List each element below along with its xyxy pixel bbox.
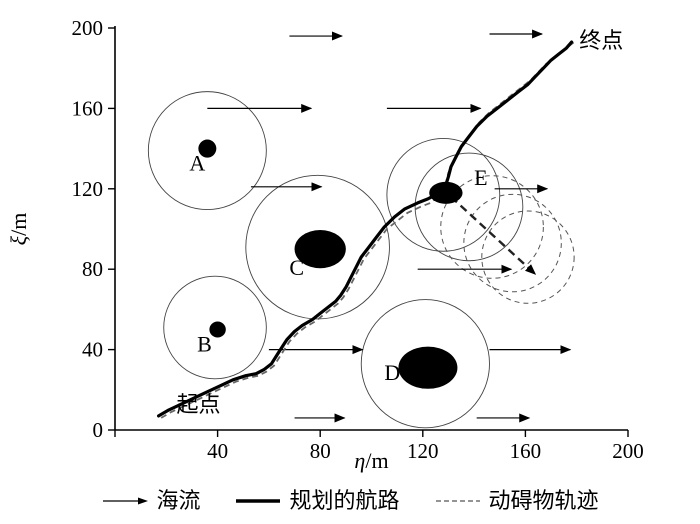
annotation-start: 起点 [177, 392, 221, 417]
y-tick-label: 120 [72, 177, 104, 201]
y-axis-label: ξ/m [6, 213, 31, 246]
x-axis-label: η/m [354, 448, 388, 473]
dynamic-obstacle-zone-1 [414, 152, 524, 262]
x-tick-label: 160 [510, 439, 542, 463]
y-tick-label: 200 [72, 16, 104, 40]
legend-item-moving-obstacle-track: 动碍物轨迹 [434, 490, 599, 512]
obstacle-zone-A [147, 91, 267, 211]
obstacle-zone-D [360, 299, 490, 429]
obstacle-A [198, 139, 217, 158]
planned-route-path [157, 40, 574, 418]
dynamic-obstacle-future-zone-1 [463, 193, 562, 293]
legend: 海流 规划的航路 动碍物轨迹 [0, 482, 700, 520]
obstacle-label-A: A [189, 151, 205, 176]
moving-obstacle-trajectory-arrow [450, 195, 537, 276]
obstacle-label-C: C [289, 255, 304, 280]
obstacle-E [429, 181, 463, 204]
obstacle-zone-B [163, 275, 267, 380]
dynamic-obstacle-future-zone-0 [440, 175, 544, 279]
x-tick-label: 40 [207, 439, 228, 463]
dynamic-obstacle-future-zone-2 [481, 210, 575, 304]
y-tick-label: 160 [72, 96, 104, 120]
obstacle-C [294, 230, 346, 269]
dynamic-obstacle-zone-0 [386, 137, 501, 252]
annotation-end: 终点 [579, 28, 623, 53]
legend-item-planned-route: 规划的航路 [234, 488, 400, 513]
x-tick-label: 120 [407, 439, 439, 463]
legend-label-current: 海流 [156, 488, 201, 513]
legend-item-current: 海流 [101, 490, 200, 512]
planned-route-line-icon [236, 499, 281, 503]
current-arrow-icon [103, 497, 149, 505]
x-tick-label: 80 [310, 439, 331, 463]
obstacle-label-B: B [197, 332, 212, 357]
y-tick-label: 80 [82, 257, 103, 281]
moving-obstacle-track-line-icon [435, 500, 480, 502]
obstacle-label-D: D [384, 360, 400, 385]
path-planning-plot: A B C D E 40 80 120 160 200 0 40 80 120 160 200 η/m ξ/m 起点… [6, 16, 644, 473]
obstacle-label-E: E [474, 165, 487, 190]
legend-label-moving-obstacle-track: 动碍物轨迹 [488, 488, 599, 513]
obstacle-B [209, 321, 226, 338]
y-tick-label: 40 [82, 338, 103, 362]
obstacle-D [398, 346, 458, 389]
legend-label-planned-route: 规划的航路 [289, 488, 400, 513]
x-tick-label: 200 [612, 439, 644, 463]
y-tick-label: 0 [93, 418, 104, 442]
